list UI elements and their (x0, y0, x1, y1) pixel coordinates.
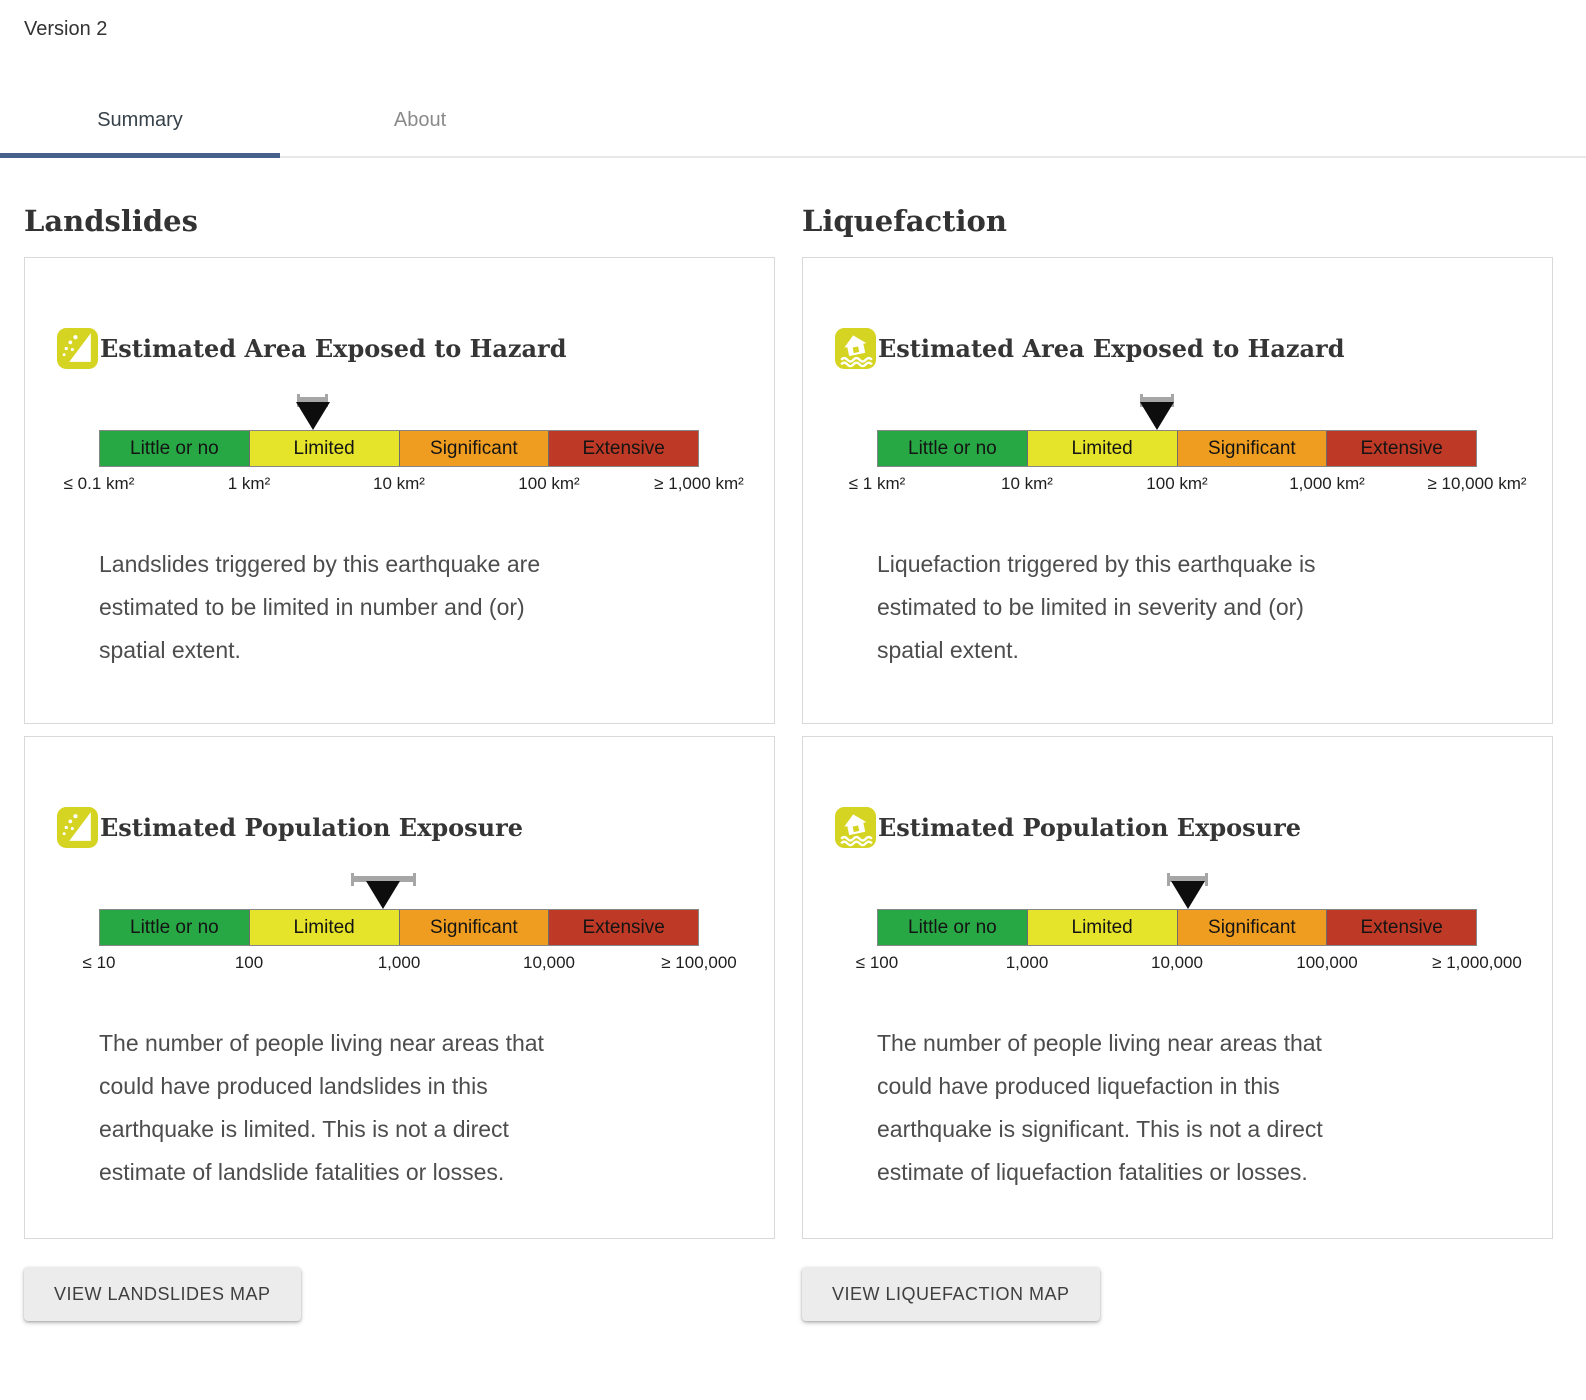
view-landslides-map-button[interactable]: VIEW LANDSLIDES MAP (24, 1267, 301, 1321)
liquefaction-area-card: Estimated Area Exposed to Hazard Little … (802, 257, 1553, 724)
alert-bar: Little or no Limited Significant Extensi… (99, 430, 699, 467)
tick-label: ≤ 1 km² (848, 474, 906, 493)
landslides-population-card: Estimated Population Exposure Little or … (24, 736, 775, 1239)
tick-label: ≤ 10 (82, 953, 116, 972)
liquefaction-icon (835, 807, 876, 848)
tick-label: 100 (234, 953, 264, 972)
population-scale: Little or no Limited Significant Extensi… (856, 872, 1522, 972)
segment-significant: Significant (1176, 431, 1327, 466)
tab-bar: Summary About (0, 87, 1586, 158)
segment-limited: Limited (1026, 431, 1177, 466)
hazard-marker (99, 393, 699, 430)
hazard-scale: Little or no Limited Significant Extensi… (849, 393, 1527, 493)
axis-ticks: ≤ 1 km² 10 km² 100 km² 1,000 km² ≥ 10,00… (849, 467, 1527, 493)
population-description: The number of people living near areas t… (99, 1030, 544, 1185)
card-title: Estimated Area Exposed to Hazard (100, 334, 567, 363)
tick-label: 10 km² (373, 474, 425, 493)
landslides-column: Landslides Estimated Area Exposed to Haz… (24, 158, 775, 1239)
tab-about[interactable]: About (393, 109, 447, 131)
tick-label: 10 km² (1001, 474, 1053, 493)
tick-label: ≥ 1,000 km² (654, 474, 744, 493)
hazard-description: Liquefaction triggered by this earthquak… (877, 551, 1316, 663)
tick-label: 1,000 (377, 953, 421, 972)
tick-label: 10,000 (523, 953, 575, 972)
axis-ticks: ≤ 10 100 1,000 10,000 ≥ 100,000 (83, 946, 737, 972)
population-marker (99, 872, 699, 909)
tick-label: ≥ 1,000,000 (1432, 953, 1522, 972)
liquefaction-icon (835, 328, 876, 369)
marker-pointer-icon (366, 881, 401, 909)
population-marker (877, 872, 1477, 909)
hazard-description: Landslides triggered by this earthquake … (99, 551, 541, 663)
liquefaction-column: Liquefaction Estimated Area Exposed to H… (802, 158, 1553, 1239)
axis-ticks: ≤ 100 1,000 10,000 100,000 ≥ 1,000,000 (856, 946, 1522, 972)
segment-limited: Limited (1026, 910, 1177, 945)
segment-little-or-no: Little or no (878, 431, 1027, 466)
tick-label: 100,000 (1296, 953, 1358, 972)
segment-extensive: Extensive (548, 910, 698, 945)
population-description: The number of people living near areas t… (877, 1030, 1323, 1185)
card-title: Estimated Population Exposure (878, 813, 1302, 842)
tick-label: 100 km² (518, 474, 580, 493)
axis-ticks: ≤ 0.1 km² 1 km² 10 km² 100 km² ≥ 1,000 k… (64, 467, 744, 493)
landslide-icon (57, 328, 98, 369)
alert-bar: Little or no Limited Significant Extensi… (99, 909, 699, 946)
tick-label: ≤ 0.1 km² (63, 474, 135, 493)
landslides-heading: Landslides (24, 204, 198, 238)
segment-little-or-no: Little or no (100, 431, 249, 466)
marker-pointer-icon (1170, 881, 1205, 909)
uncertainty-bar (1140, 393, 1174, 407)
tick-label: 10,000 (1151, 953, 1203, 972)
marker-pointer-icon (295, 402, 330, 430)
card-title: Estimated Area Exposed to Hazard (878, 334, 1345, 363)
segment-significant: Significant (398, 431, 549, 466)
liquefaction-heading: Liquefaction (802, 204, 1007, 238)
population-scale: Little or no Limited Significant Extensi… (83, 872, 737, 972)
tab-summary[interactable]: Summary (0, 87, 280, 158)
alert-bar: Little or no Limited Significant Extensi… (877, 909, 1477, 946)
version-label: Version 2 (24, 18, 108, 40)
segment-limited: Limited (248, 910, 399, 945)
landslide-icon (57, 807, 98, 848)
hazard-scale: Little or no Limited Significant Extensi… (64, 393, 744, 493)
tick-label: 100 km² (1146, 474, 1208, 493)
tick-label: ≥ 100,000 (661, 953, 737, 972)
tick-label: ≥ 10,000 km² (1427, 474, 1527, 493)
tick-label: 1,000 (1005, 953, 1049, 972)
uncertainty-bar (351, 872, 416, 886)
marker-pointer-icon (1140, 402, 1175, 430)
uncertainty-bar (1167, 872, 1209, 886)
segment-little-or-no: Little or no (878, 910, 1027, 945)
segment-significant: Significant (1176, 910, 1327, 945)
tick-label: 1 km² (227, 474, 271, 493)
hazard-marker (877, 393, 1477, 430)
uncertainty-bar (297, 393, 329, 407)
segment-limited: Limited (248, 431, 399, 466)
card-title: Estimated Population Exposure (100, 813, 524, 842)
segment-little-or-no: Little or no (100, 910, 249, 945)
segment-extensive: Extensive (548, 431, 698, 466)
liquefaction-population-card: Estimated Population Exposure Little or … (802, 736, 1553, 1239)
segment-significant: Significant (398, 910, 549, 945)
segment-extensive: Extensive (1326, 910, 1476, 945)
alert-bar: Little or no Limited Significant Extensi… (877, 430, 1477, 467)
segment-extensive: Extensive (1326, 431, 1476, 466)
view-liquefaction-map-button[interactable]: VIEW LIQUEFACTION MAP (802, 1267, 1100, 1321)
landslides-area-card: Estimated Area Exposed to Hazard Little … (24, 257, 775, 724)
tick-label: ≤ 100 (855, 953, 899, 972)
tick-label: 1,000 km² (1289, 474, 1365, 493)
